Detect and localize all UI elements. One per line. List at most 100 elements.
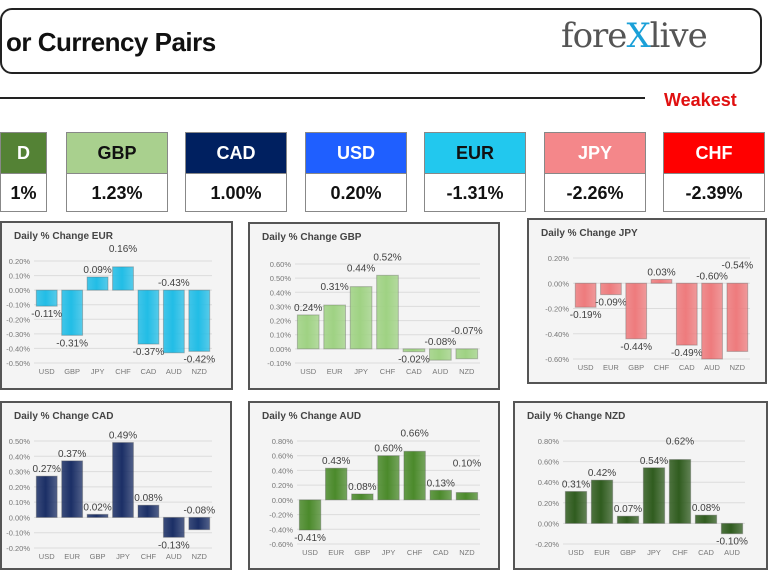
- data-label: 0.13%: [427, 478, 455, 489]
- bar: [376, 274, 399, 350]
- bar: [112, 442, 134, 518]
- bar: [162, 516, 185, 538]
- currency-name: D: [1, 133, 46, 174]
- data-label: -0.13%: [158, 540, 190, 551]
- bar: [455, 348, 479, 360]
- chart-title: Daily % Change NZD: [527, 411, 626, 422]
- x-category-label: AUD: [166, 552, 182, 561]
- x-category-label: USD: [302, 548, 318, 557]
- currency-change: 0.20%: [330, 183, 382, 203]
- x-category-label: GBP: [90, 552, 106, 561]
- data-label: 0.31%: [320, 282, 348, 293]
- page-title: or Currency Pairs: [6, 27, 216, 57]
- y-tick-label: 0.20%: [548, 254, 570, 263]
- chart-title: Daily % Change GBP: [262, 232, 362, 243]
- data-label: -0.11%: [31, 309, 62, 320]
- data-label: 0.09%: [83, 265, 111, 276]
- y-tick-label: -0.10%: [267, 359, 291, 368]
- bar: [112, 266, 134, 291]
- y-tick-label: -0.20%: [269, 511, 293, 520]
- bar: [86, 276, 109, 291]
- chart-title: Daily % Change AUD: [262, 411, 362, 422]
- data-label: 0.10%: [453, 459, 481, 470]
- data-label: 0.27%: [33, 464, 61, 475]
- x-category-label: EUR: [64, 552, 80, 561]
- x-category-label: JPY: [91, 367, 105, 376]
- bar: [574, 282, 597, 308]
- y-tick-label: 0.00%: [9, 513, 31, 522]
- bar: [402, 348, 426, 353]
- bar: [564, 490, 588, 524]
- x-category-label: GBP: [620, 548, 636, 557]
- bar-chart: 0.80%0.60%0.40%0.20%0.00%-0.20%-0.40%-0.…: [269, 428, 481, 557]
- bar: [86, 513, 109, 518]
- data-label: -0.08%: [425, 337, 457, 348]
- currency-change: -2.26%: [566, 183, 624, 203]
- chart-title: Daily % Change CAD: [14, 411, 114, 422]
- currency-change: -1.31%: [446, 183, 504, 203]
- chart-panel: Daily % Change NZD: [513, 401, 768, 570]
- bar-chart: 0.80% 0.60% 0.40% 0.20% 0.00% -0.20% USD 0.31% E…: [535, 437, 748, 557]
- x-category-label: AUD: [724, 548, 740, 557]
- bar: [323, 304, 346, 350]
- currency-card: USD 0.20%: [305, 132, 407, 212]
- x-category-label: CAD: [141, 367, 157, 376]
- bar: [403, 450, 426, 501]
- y-tick-label: 0.40%: [9, 452, 31, 461]
- data-label: 0.60%: [374, 444, 402, 455]
- data-label: 0.02%: [83, 502, 111, 513]
- y-tick-label: -0.60%: [545, 355, 569, 364]
- bar: [349, 286, 373, 350]
- x-category-label: EUR: [327, 367, 343, 376]
- currency-card: D 1%: [0, 132, 47, 212]
- y-tick-label: 0.20%: [272, 481, 294, 490]
- data-label: -0.54%: [722, 260, 754, 271]
- y-tick-label: 0.30%: [270, 302, 292, 311]
- bar: [675, 282, 698, 346]
- chart-title: Daily % Change EUR: [14, 231, 113, 242]
- data-label: 0.42%: [588, 468, 616, 479]
- bar: [726, 282, 749, 352]
- bar: [650, 278, 673, 284]
- y-tick-label: 0.20%: [270, 317, 292, 326]
- x-category-label: USD: [300, 367, 316, 376]
- bar: [137, 289, 160, 345]
- data-label: 0.52%: [373, 252, 401, 263]
- y-tick-label: 0.60%: [270, 260, 292, 269]
- y-tick-label: -0.10%: [6, 529, 30, 538]
- x-category-label: CHF: [672, 548, 688, 557]
- data-label: 0.16%: [109, 244, 137, 255]
- bar: [188, 289, 211, 352]
- currency-name: JPY: [545, 133, 645, 174]
- forexlive-logo: foreXlive: [561, 16, 708, 56]
- currency-card: JPY -2.26%: [544, 132, 646, 212]
- bar: [351, 493, 374, 501]
- bar: [720, 522, 744, 535]
- bar: [324, 467, 348, 501]
- y-tick-label: 0.60%: [538, 458, 560, 467]
- x-category-label: CHF: [115, 367, 131, 376]
- x-category-label: CHF: [654, 363, 670, 372]
- bar: [298, 499, 322, 531]
- x-category-label: JPY: [647, 548, 661, 557]
- y-tick-label: -0.20%: [6, 544, 30, 553]
- currency-change: 1%: [10, 183, 37, 203]
- data-label: -0.09%: [595, 298, 627, 309]
- data-label: -0.10%: [716, 537, 748, 548]
- chart-title: Daily % Change JPY: [541, 228, 638, 239]
- y-tick-label: 0.30%: [9, 468, 31, 477]
- data-label: -0.43%: [158, 278, 190, 289]
- weakest-label: Weakest: [664, 90, 737, 110]
- data-label: 0.24%: [294, 303, 322, 314]
- bar: [590, 479, 614, 524]
- data-label: 0.08%: [134, 493, 162, 504]
- y-tick-label: 0.20%: [9, 257, 31, 266]
- y-tick-label: 0.50%: [270, 274, 292, 283]
- x-category-label: GBP: [64, 367, 80, 376]
- x-category-label: CHF: [141, 552, 157, 561]
- x-category-label: JPY: [382, 548, 396, 557]
- y-tick-label: -0.20%: [535, 540, 559, 549]
- y-tick-label: -0.20%: [545, 305, 569, 314]
- x-category-label: GBP: [354, 548, 370, 557]
- bar-chart: 0.20% 0.00% -0.20% -0.40% -0.60% USD -0.19% EUR…: [545, 254, 753, 372]
